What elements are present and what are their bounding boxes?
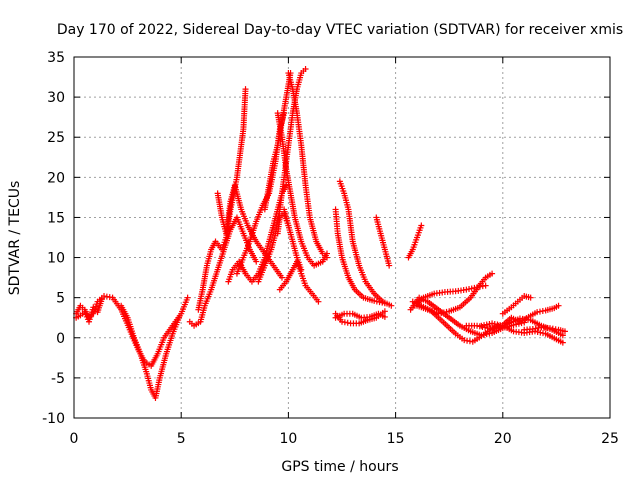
series-track-25 [414,270,496,317]
data-point-marker [486,320,493,327]
data-point-marker [540,330,546,337]
series-track-6 [214,182,285,281]
data-point-marker [381,313,388,320]
series-track-4 [186,214,260,329]
x-tick-label: 15 [387,431,405,447]
data-point-marker [381,308,388,315]
data-point-marker [253,258,260,265]
data-point-marker [468,285,475,292]
data-point-marker [440,309,447,316]
series-track-21 [405,222,425,261]
x-tick-label: 25 [601,431,619,447]
series-track-19 [332,310,388,321]
y-tick-label: 0 [56,331,65,347]
data-point-marker [443,308,450,315]
data-point-marker [298,266,305,273]
data-point-marker [483,321,490,328]
y-tick-label: 5 [56,291,65,307]
series-track-16 [336,178,395,309]
data-point-marker [278,274,285,281]
data-point-marker [478,322,485,329]
data-point-marker [302,66,309,73]
data-point-marker [98,296,105,303]
data-point-marker [176,314,183,321]
y-tick-label: 30 [47,90,65,106]
y-tick-label: 35 [47,50,65,66]
series-track-3 [118,302,183,401]
y-tick-label: -10 [42,411,65,427]
series-track-12 [276,258,322,305]
data-point-marker [555,302,562,309]
data-point-marker [534,328,541,335]
data-point-marker [463,286,470,293]
data-point-marker [489,270,496,277]
y-tick-label: 25 [47,130,65,146]
series-track-29 [499,293,534,317]
chart-title: Day 170 of 2022, Sidereal Day-to-day VTE… [57,22,623,38]
series-track-17 [332,206,388,307]
data-point-marker [184,294,191,301]
data-point-marker [261,206,268,213]
data-point-marker [481,322,488,329]
data-point-marker [561,328,568,335]
data-point-marker [373,298,380,305]
y-axis-label: SDTVAR / TECUs [7,181,23,296]
series-track-30 [521,324,568,335]
data-point-marker [386,262,393,269]
data-points [73,66,568,401]
data-point-marker [376,299,383,306]
y-tick-label: 15 [47,210,65,226]
data-point-marker [242,86,249,93]
data-point-marker [489,320,496,327]
data-point-marker [388,302,395,309]
y-tick-label: 20 [47,170,65,186]
data-point-marker [418,222,425,229]
data-point-marker [466,286,473,293]
data-point-marker [379,299,386,306]
x-tick-label: 5 [177,431,186,447]
x-tick-label: 10 [279,431,297,447]
data-point-marker [527,294,534,301]
data-point-marker [285,222,292,229]
x-axis-label: GPS time / hours [281,459,398,475]
data-point-marker [559,339,566,346]
data-point-marker [371,297,378,304]
series-track-15 [274,210,292,237]
x-tick-label: 0 [70,431,79,447]
series-track-13 [261,70,294,213]
data-point-marker [438,310,445,317]
data-point-marker [315,298,322,305]
data-point-marker [323,250,330,257]
data-point-marker [482,282,489,289]
data-point-marker [435,310,442,317]
series-track-20 [373,214,393,269]
axis-ticks: 0 5 10 15 20 25 -10 -5 0 5 10 15 20 25 30 35 [42,50,619,447]
plot-frame [73,56,611,419]
x-tick-label: 20 [494,431,512,447]
series-track-28 [489,302,562,333]
y-tick-label: 10 [47,251,65,267]
series-track-2 [73,296,105,325]
data-point-marker [537,329,544,336]
data-point-marker [381,300,388,307]
y-tick-label: -5 [51,371,65,387]
series-track-11 [274,110,330,269]
